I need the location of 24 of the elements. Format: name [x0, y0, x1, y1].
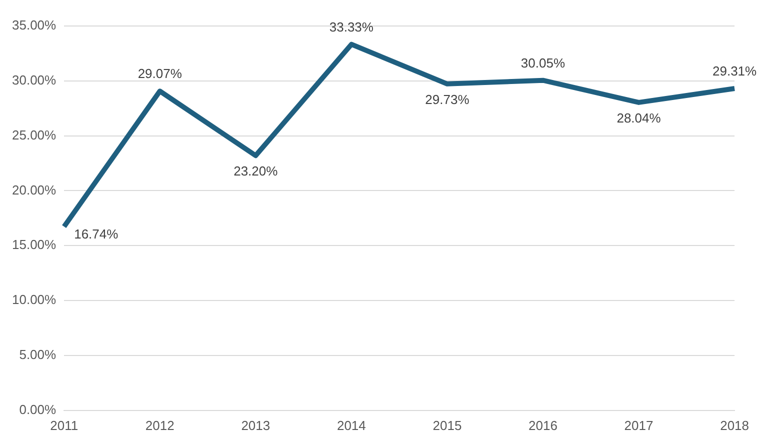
x-tick-label: 2014 [336, 418, 366, 433]
x-tick-label: 2012 [145, 418, 174, 433]
data-label: 29.31% [712, 64, 757, 79]
x-tick-label: 2015 [432, 418, 462, 433]
data-label: 28.04% [616, 110, 662, 126]
y-tick-label: 0.00% [19, 402, 57, 417]
x-tick-label: 2013 [241, 418, 270, 433]
data-label: 29.73% [425, 92, 470, 107]
x-tick-label: 2018 [720, 418, 749, 433]
y-tick-label: 20.00% [12, 182, 57, 198]
x-tick-label: 2011 [50, 418, 78, 433]
data-label: 29.07% [138, 66, 182, 82]
x-tick-label: 2016 [528, 418, 558, 433]
data-label: 33.33% [329, 19, 374, 34]
y-tick-label: 5.00% [19, 347, 57, 362]
y-tick-label: 30.00% [12, 72, 57, 88]
y-tick-label: 15.00% [12, 237, 57, 252]
y-tick-label: 25.00% [12, 127, 57, 142]
x-tick-label: 2017 [624, 418, 654, 433]
data-label: 16.74% [74, 226, 119, 242]
y-tick-label: 35.00% [12, 18, 57, 33]
y-tick-label: 10.00% [12, 292, 57, 308]
data-label: 30.05% [520, 55, 566, 70]
data-label: 23.20% [234, 164, 278, 179]
